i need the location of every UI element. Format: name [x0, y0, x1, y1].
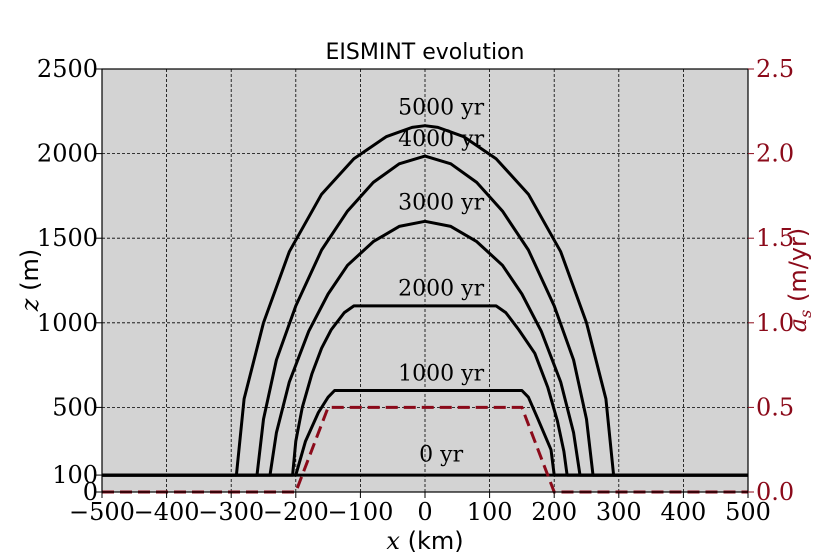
x-tick-label: −500 [69, 498, 135, 526]
series-label-3: 3000 yr [398, 190, 484, 215]
series-line-2 [102, 304, 748, 477]
y-tick-label: 2500 [37, 55, 98, 83]
x-tick-label: −100 [327, 498, 393, 526]
series-labels: 0 yr 1000 yr 2000 yr 3000 yr 4000 yr 5000 yr [398, 96, 484, 468]
series-line-5 [102, 124, 748, 477]
y-tick-label: 2000 [37, 140, 98, 168]
series-group [102, 124, 748, 477]
series-label-5: 5000 yr [398, 96, 484, 121]
x-tick-label: 0 [417, 498, 432, 526]
y2-tick-label: 1.0 [756, 309, 794, 337]
x-axis-label: x (km) [386, 527, 463, 554]
y-tick-label: 1000 [37, 309, 98, 337]
x-axis: −500−400−300−200−100 0 100 200 300 400 500 [69, 492, 771, 526]
y2-tick-label: 2.0 [756, 140, 794, 168]
series-label-2: 2000 yr [398, 277, 484, 302]
x-tick-label: 300 [596, 498, 642, 526]
x-tick-label: 500 [725, 498, 771, 526]
y-axis-label: z (m) [16, 249, 44, 312]
chart-title: EISMINT evolution [326, 40, 525, 65]
y2-axis-label: as (m/yr) [784, 228, 815, 332]
series-line-1 [102, 389, 748, 477]
y-tick-label: 0 [83, 478, 98, 506]
x-tick-label: −200 [263, 498, 329, 526]
y2-tick-label: 0.5 [756, 393, 794, 421]
series-line-3 [102, 219, 748, 477]
y-axis-right: 0.0 0.5 1.0 1.5 2.0 2.5 [748, 55, 794, 506]
y2-tick-label: 0.0 [756, 478, 794, 506]
y2-tick-label: 2.5 [756, 55, 794, 83]
series-line-4 [102, 154, 748, 477]
y-tick-label: 100 [52, 461, 98, 489]
y-tick-label: 1500 [37, 224, 98, 252]
y2-tick-label: 1.5 [756, 224, 794, 252]
x-tick-label: −300 [198, 498, 264, 526]
x-tick-label: 200 [531, 498, 577, 526]
x-tick-label: 400 [660, 498, 706, 526]
y-tick-label: 500 [52, 393, 98, 421]
series-label-0: 0 yr [419, 443, 463, 468]
x-tick-label: 100 [467, 498, 513, 526]
x-tick-label: −400 [134, 498, 200, 526]
series-label-4: 4000 yr [398, 127, 484, 152]
series-label-1: 1000 yr [398, 361, 484, 386]
